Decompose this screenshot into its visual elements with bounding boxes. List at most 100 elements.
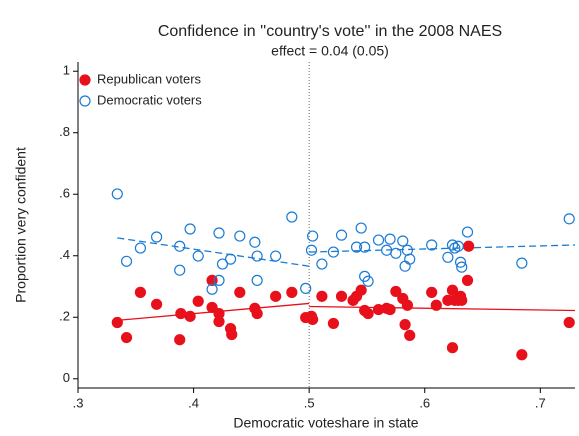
point <box>461 274 474 286</box>
point <box>251 274 263 286</box>
point <box>399 319 411 331</box>
point <box>175 307 187 320</box>
point <box>174 264 186 276</box>
point <box>120 331 133 344</box>
point <box>446 284 459 296</box>
point <box>120 255 133 267</box>
chart-title: Confidence in ''country's vote'' in the … <box>158 23 502 40</box>
point <box>446 239 459 251</box>
point <box>305 244 318 256</box>
point <box>456 294 468 306</box>
point <box>516 349 528 361</box>
fit-line <box>117 237 310 267</box>
point <box>213 227 225 239</box>
point <box>286 211 298 223</box>
point <box>307 230 319 242</box>
point <box>327 317 340 330</box>
point <box>401 299 414 311</box>
point <box>335 290 348 302</box>
point <box>150 231 163 243</box>
point <box>399 260 411 272</box>
point <box>270 290 282 302</box>
point <box>454 256 467 268</box>
point <box>206 301 218 314</box>
point <box>226 328 238 341</box>
point <box>251 307 263 320</box>
y-tick-label: .6 <box>59 186 70 201</box>
point <box>446 342 459 354</box>
point <box>307 313 319 326</box>
point <box>300 282 312 294</box>
point <box>184 223 196 235</box>
point <box>111 316 123 329</box>
point <box>213 315 225 328</box>
point <box>134 286 147 298</box>
x-tick-label: .4 <box>188 395 199 410</box>
point <box>372 234 385 246</box>
point <box>270 250 282 262</box>
point <box>111 188 123 200</box>
point <box>174 334 186 346</box>
point <box>355 222 367 234</box>
legend-marker <box>79 74 91 86</box>
point <box>251 250 263 262</box>
point <box>426 239 438 251</box>
point <box>335 229 348 241</box>
point <box>150 298 163 310</box>
point <box>224 253 237 265</box>
point <box>397 235 409 247</box>
point <box>350 241 363 253</box>
point <box>384 303 396 316</box>
point <box>461 226 474 238</box>
point <box>316 258 328 270</box>
y-tick-label: .2 <box>59 309 70 324</box>
point <box>362 275 374 287</box>
fit-line <box>309 244 576 253</box>
point <box>234 230 246 242</box>
point <box>442 251 454 263</box>
point <box>390 247 402 259</box>
point <box>347 294 359 306</box>
point <box>355 284 367 296</box>
y-tick-label: .8 <box>59 124 70 139</box>
point <box>359 241 371 253</box>
chart-subtitle: effect = 0.04 (0.05) <box>271 43 389 59</box>
point <box>213 274 225 286</box>
point <box>430 299 442 311</box>
x-tick-label: .7 <box>535 395 546 410</box>
point <box>206 283 218 295</box>
point <box>316 290 328 302</box>
point <box>426 286 438 298</box>
point <box>516 257 528 269</box>
point <box>192 295 204 307</box>
y-tick-label: 0 <box>63 370 70 385</box>
point <box>456 261 468 273</box>
x-tick-label: .5 <box>304 395 315 410</box>
point <box>390 285 402 298</box>
point <box>404 253 416 265</box>
fit-line <box>309 305 576 312</box>
legend-label: Democratic voters <box>97 92 202 107</box>
point <box>184 310 196 322</box>
legend-label: Republican voters <box>97 71 202 86</box>
point <box>463 240 475 252</box>
legend-marker <box>79 95 91 107</box>
point <box>249 236 261 248</box>
point <box>404 329 416 342</box>
point <box>134 242 147 254</box>
point <box>563 316 575 329</box>
point <box>452 240 464 252</box>
y-axis-title: Proportion very confident <box>13 147 29 303</box>
point <box>234 286 246 298</box>
x-axis-title: Democratic voteshare in state <box>233 415 418 431</box>
x-tick-label: .6 <box>419 395 430 410</box>
y-tick-label: .4 <box>59 247 70 262</box>
point <box>192 250 204 262</box>
point <box>384 233 396 245</box>
point <box>174 240 186 252</box>
point <box>216 258 229 270</box>
point <box>286 286 298 298</box>
point <box>563 213 575 225</box>
y-tick-label: 1 <box>63 63 70 78</box>
